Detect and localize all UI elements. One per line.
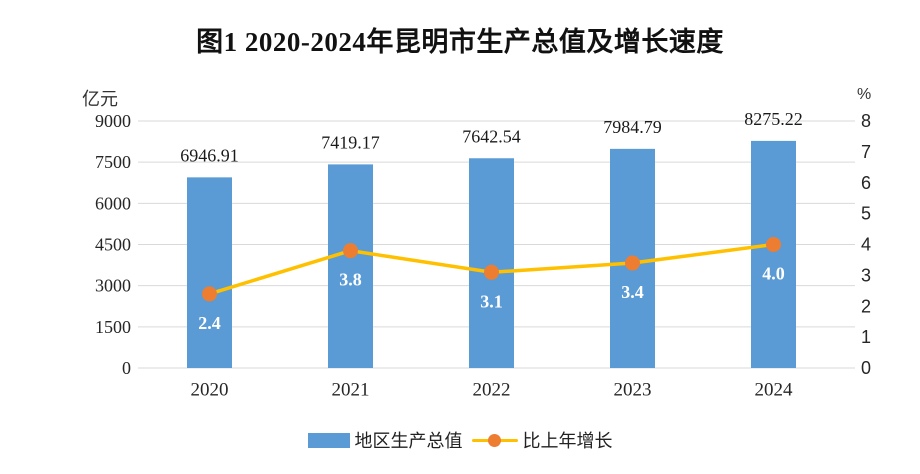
legend-item-growth: 比上年增长 (471, 427, 613, 453)
bar (328, 164, 373, 368)
left-axis-tick-label: 3000 (95, 276, 131, 296)
legend-line-swatch (471, 433, 518, 448)
line-marker-icon (625, 255, 640, 271)
x-axis-label: 2021 (332, 380, 370, 401)
bar (187, 177, 232, 368)
chart-title: 图1 2020-2024年昆明市生产总值及增长速度 (196, 27, 724, 57)
right-axis-tick-label: 5 (861, 204, 871, 224)
left-axis-unit-label: 亿元 (82, 89, 118, 109)
line-value-label: 2.4 (198, 313, 221, 333)
legend-bar-swatch (307, 432, 350, 448)
right-axis-tick-label: 6 (861, 173, 871, 193)
right-axis-tick-label: 1 (861, 327, 871, 347)
right-axis-unit-label: % (857, 86, 872, 103)
legend: 地区生产总值 比上年增长 (0, 427, 920, 453)
line-value-label: 3.8 (339, 270, 362, 290)
left-axis-tick-label: 4500 (95, 235, 131, 255)
legend-label-gdp: 地区生产总值 (354, 431, 463, 451)
left-axis-tick-label: 0 (122, 358, 131, 378)
right-axis-tick-label: 8 (861, 111, 871, 131)
right-axis-tick-label: 0 (861, 358, 871, 378)
right-axis-tick-label: 2 (861, 296, 871, 316)
left-axis-tick-label: 9000 (95, 111, 131, 131)
left-axis-tick-label: 6000 (95, 193, 131, 213)
x-axis-label: 2024 (755, 380, 794, 401)
bar-value-label: 7419.17 (321, 132, 380, 152)
bar-value-label: 6946.91 (180, 145, 239, 165)
line-marker-icon (484, 264, 499, 280)
x-axis-label: 2022 (473, 380, 511, 401)
bar-value-label: 8275.22 (744, 109, 803, 129)
bar-value-label: 7984.79 (603, 117, 662, 137)
line-value-label: 4.0 (762, 264, 785, 284)
x-axis-label: 2020 (191, 380, 229, 401)
right-axis-tick-label: 7 (861, 142, 871, 162)
left-axis-tick-label: 7500 (95, 152, 131, 172)
x-axis-label: 2023 (614, 380, 652, 401)
left-axis-tick-label: 1500 (95, 317, 131, 337)
line-marker-icon (343, 243, 358, 259)
bar (469, 158, 514, 368)
legend-line-marker-icon (488, 433, 501, 447)
bar (751, 140, 796, 368)
line-marker-icon (766, 237, 781, 252)
line-value-label: 3.1 (480, 291, 503, 311)
bar-value-label: 7642.54 (462, 126, 521, 146)
line-value-label: 3.4 (621, 282, 644, 302)
right-axis-tick-label: 3 (861, 265, 871, 285)
legend-item-gdp: 地区生产总值 (307, 427, 463, 453)
line-marker-icon (202, 286, 217, 302)
legend-label-growth: 比上年增长 (522, 431, 613, 451)
right-axis-tick-label: 4 (861, 235, 871, 255)
